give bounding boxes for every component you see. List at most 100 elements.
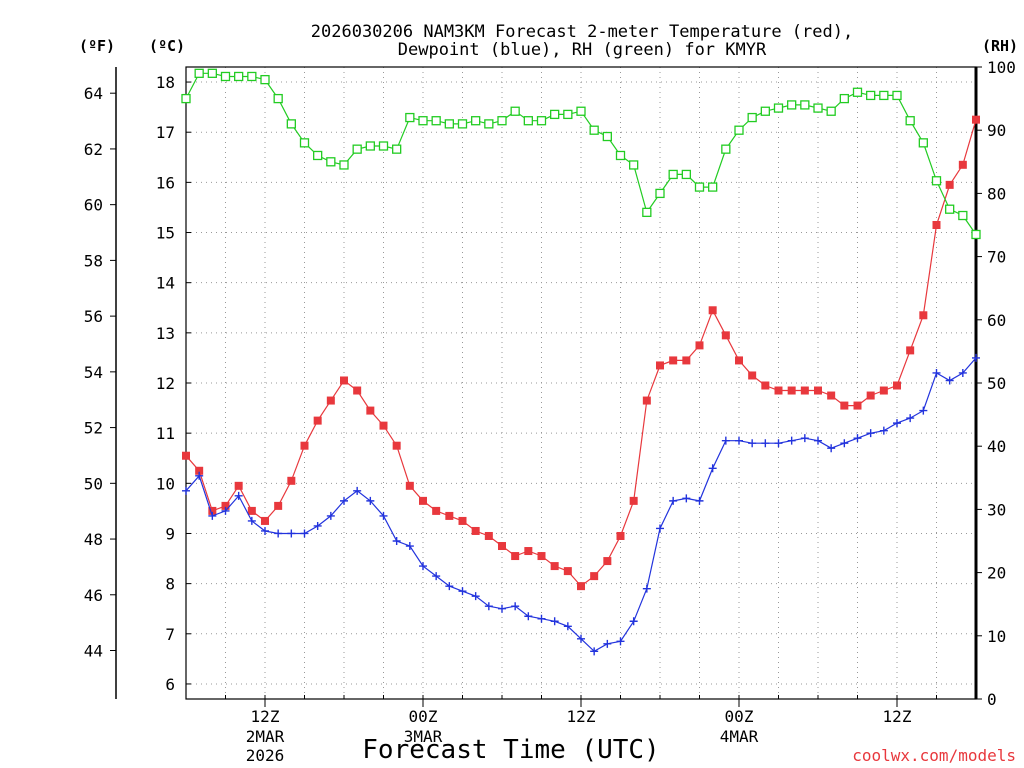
dewpoint-point [471, 592, 480, 601]
rh-point [247, 71, 257, 82]
rh-point [721, 144, 731, 154]
dewpoint-point [919, 406, 928, 415]
temperature-point [537, 552, 546, 561]
temperature-point [445, 511, 454, 520]
temperature-point [195, 466, 204, 475]
x-tick-date-label: 4MAR [720, 727, 759, 746]
dewpoint-point [577, 634, 585, 643]
celsius-tick-label: 9 [165, 524, 175, 543]
credit-text: coolwx.com/models [852, 746, 1016, 765]
dewpoint-point [616, 637, 625, 646]
temperature-point [247, 506, 256, 515]
dewpoint-point [537, 614, 546, 623]
temperature-point [708, 306, 717, 315]
celsius-tick-label: 7 [165, 625, 175, 644]
rh-tick-label: 20 [987, 564, 1006, 583]
fahrenheit-tick-label: 58 [84, 251, 103, 270]
rh-point [773, 103, 784, 113]
rh-point [234, 71, 244, 82]
rh-point [313, 150, 323, 161]
x-tick-label: 00Z [409, 707, 438, 726]
celsius-tick-label: 18 [156, 73, 175, 92]
fahrenheit-tick-label: 46 [84, 586, 103, 605]
rh-tick-label: 30 [987, 500, 1006, 519]
temperature-point [642, 396, 651, 405]
temperature-point [313, 416, 322, 425]
temperature-point [827, 391, 836, 400]
dewpoint-point [774, 439, 783, 448]
temperature-point [879, 386, 888, 395]
dewpoint-point [787, 436, 796, 445]
x-tick-label: 00Z [725, 707, 754, 726]
dewpoint-point [866, 429, 875, 438]
dewpoint-point [682, 494, 691, 503]
rh-tick-label: 40 [987, 437, 1006, 456]
temperature-point [695, 341, 704, 350]
dewpoint-point [748, 439, 757, 448]
rh-point [655, 188, 665, 199]
dewpoint-point [708, 464, 717, 473]
celsius-unit-label: (ºC) [149, 37, 185, 55]
series-layer [181, 68, 981, 656]
celsius-tick-label: 15 [156, 224, 175, 243]
temperature-point [866, 391, 875, 400]
dewpoint-point [932, 368, 941, 377]
temperature-point [669, 356, 678, 365]
dewpoint-point [656, 524, 664, 533]
temperature-point [577, 582, 585, 591]
dewpoint-point [629, 617, 638, 626]
temperature-point [893, 381, 901, 390]
temperature-point [774, 386, 783, 395]
rh-point [629, 160, 639, 170]
rh-point [484, 119, 494, 129]
rh-point [207, 68, 217, 78]
dewpoint-point [182, 486, 190, 495]
temperature-point [735, 356, 743, 365]
temperature-point [419, 496, 427, 505]
rh-point [813, 103, 823, 113]
rh-point [444, 119, 454, 129]
dewpoint-point [735, 436, 743, 445]
temperature-point [906, 346, 915, 355]
fahrenheit-tick-label: 48 [84, 530, 103, 549]
rh-point [694, 182, 705, 192]
rh-point [826, 106, 836, 116]
rh-point [510, 106, 520, 116]
rh-point [760, 106, 770, 116]
rh-point [431, 116, 441, 126]
rh-tick-label: 50 [987, 374, 1006, 393]
dewpoint-point [827, 444, 836, 453]
celsius-tick-label: 6 [165, 675, 175, 694]
rh-point [392, 144, 402, 154]
rh-point [220, 71, 231, 82]
temperature-point [550, 562, 559, 571]
temperature-point [840, 401, 849, 410]
temperature-point [182, 451, 190, 460]
rh-point [866, 90, 876, 101]
dewpoint-point [721, 436, 730, 445]
fahrenheit-tick-label: 64 [84, 84, 103, 103]
rh-point [681, 169, 691, 180]
rh-point [457, 119, 468, 129]
fahrenheit-tick-label: 52 [84, 419, 103, 438]
celsius-tick-label: 16 [156, 173, 175, 192]
dewpoint-point [590, 647, 599, 656]
rh-tick-label: 80 [987, 184, 1006, 203]
dewpoint-point [195, 471, 204, 480]
rh-tick-label: 0 [987, 690, 997, 709]
celsius-tick-label: 17 [156, 123, 175, 142]
dewpoint-point [208, 511, 217, 520]
temperature-point [379, 421, 388, 430]
dewpoint-point [432, 572, 441, 581]
temperature-point [972, 115, 980, 124]
temperature-point [800, 386, 809, 395]
dewpoint-point [326, 511, 335, 520]
celsius-tick-label: 12 [156, 374, 175, 393]
dewpoint-point [498, 604, 506, 613]
rh-point [879, 90, 889, 101]
rh-point [971, 229, 981, 240]
dewpoint-point [234, 491, 243, 500]
temperature-point [682, 356, 691, 365]
dewpoint-point [972, 353, 980, 362]
temperature-point [814, 386, 822, 395]
